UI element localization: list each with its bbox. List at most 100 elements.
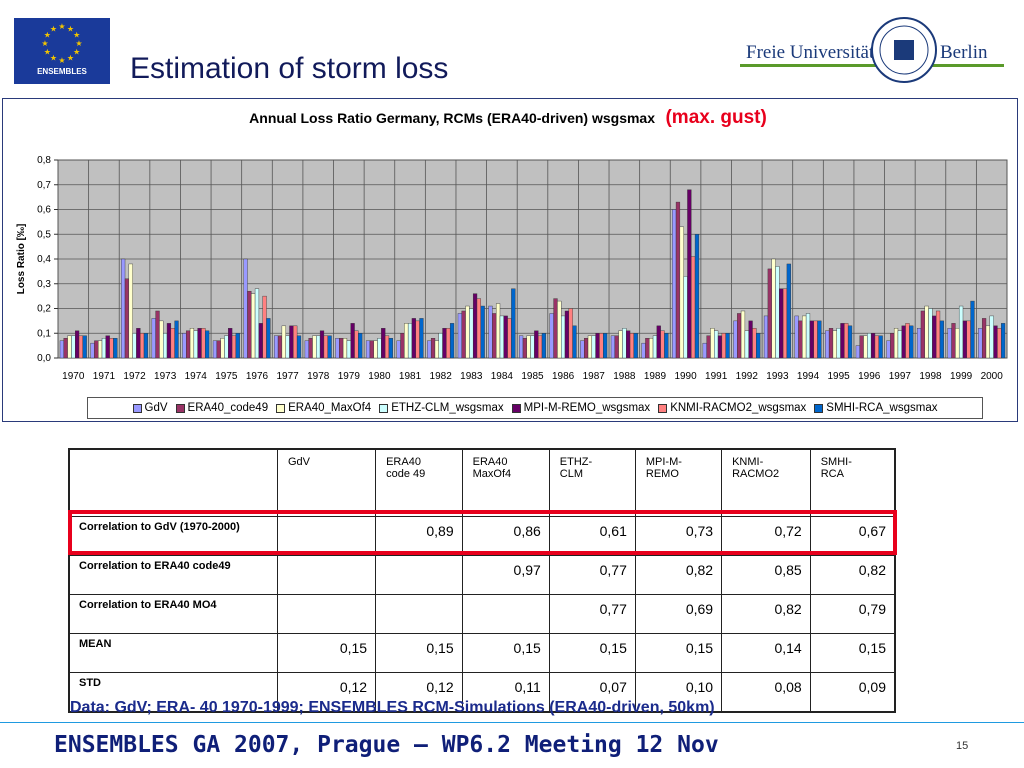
bar — [136, 328, 141, 359]
bar — [205, 330, 210, 359]
bar — [756, 333, 761, 359]
bar — [258, 323, 263, 359]
bar — [614, 335, 619, 359]
chart-title: Annual Loss Ratio Germany, RCMs (ERA40-d… — [249, 110, 656, 126]
table-cell: 0,82 — [721, 594, 811, 634]
x-tick-label: 1992 — [736, 371, 759, 382]
bar — [495, 303, 501, 359]
x-tick-label: 1999 — [950, 371, 973, 382]
bar — [809, 320, 814, 359]
table-cell: 0,12 — [375, 672, 463, 713]
x-tick-label: 1990 — [674, 371, 697, 382]
x-tick-label: 1989 — [644, 371, 667, 382]
bar — [978, 328, 983, 359]
bar — [779, 288, 784, 359]
bar — [492, 313, 497, 359]
bar — [958, 305, 964, 359]
bar — [775, 266, 780, 359]
bar — [530, 335, 535, 359]
bar — [660, 330, 665, 359]
x-tick-label: 1977 — [276, 371, 299, 382]
bar — [652, 335, 658, 359]
bar — [763, 315, 769, 359]
bar — [706, 335, 711, 359]
bar — [151, 318, 156, 359]
x-tick-label: 1970 — [62, 371, 85, 382]
table-cell: 0,89 — [375, 516, 463, 556]
bar — [870, 333, 876, 359]
bar — [553, 298, 558, 359]
bar — [407, 323, 413, 359]
bar — [427, 340, 432, 359]
legend-item: ETHZ-CLM_wsgsmax — [379, 402, 504, 414]
chart-title-highlight: (max. gust) — [665, 107, 767, 128]
table-row: STD 0,12 0,12 0,11 0,07 0,10 0,08 0,09 — [68, 672, 896, 713]
bar — [805, 313, 811, 359]
table-header-cell — [68, 448, 278, 517]
bar — [572, 325, 577, 359]
bar — [339, 338, 344, 359]
bar — [584, 338, 589, 359]
slide-title: Estimation of storm loss — [130, 52, 449, 85]
y-tick-label: 0,5 — [37, 229, 51, 240]
table-cell: 0,72 — [721, 516, 811, 556]
bar — [748, 320, 753, 359]
bar — [767, 268, 772, 359]
bar — [201, 328, 206, 359]
bar — [251, 293, 256, 359]
bar — [189, 328, 195, 359]
star-icon: ★ — [50, 24, 57, 33]
bar — [813, 320, 818, 359]
bar — [752, 328, 757, 359]
legend-swatch — [175, 403, 185, 413]
bar — [629, 333, 635, 359]
bar — [170, 328, 175, 359]
table-header-cell: KNMI- RACMO2 — [721, 448, 811, 517]
star-icon: ★ — [58, 56, 65, 65]
bar — [212, 340, 218, 359]
bar — [82, 335, 87, 359]
bar — [472, 293, 478, 359]
table-cell: 0,77 — [548, 555, 636, 595]
table-cell: 0,07 — [548, 672, 636, 713]
bar — [955, 328, 960, 359]
x-tick-label: 1985 — [521, 371, 544, 382]
fu-berlin-logo: Freie Universität Berlin — [740, 17, 1004, 83]
bar — [855, 345, 860, 359]
table-cell: 0,85 — [721, 555, 811, 595]
table-header-cell: SMHI- RCA — [809, 448, 896, 517]
table-cell: 0,15 — [634, 633, 723, 673]
x-tick-label: 1983 — [460, 371, 483, 382]
y-tick-label: 0,6 — [37, 205, 51, 216]
bar — [844, 323, 849, 359]
bar — [985, 325, 990, 359]
x-tick-label: 1995 — [828, 371, 851, 382]
bar — [419, 318, 424, 359]
legend-item: ERA40_code49 — [175, 402, 268, 414]
bar — [388, 338, 393, 359]
x-tick-label: 1993 — [766, 371, 789, 382]
bar — [94, 340, 99, 359]
bar — [702, 342, 707, 359]
bar — [155, 310, 160, 359]
bar — [159, 320, 164, 359]
bar — [193, 330, 198, 359]
bar — [568, 308, 573, 359]
bar — [354, 330, 359, 359]
bar — [316, 335, 321, 359]
legend-item: KNMI-RACMO2_wsgsmax — [658, 402, 806, 414]
table-row-label: Correlation to ERA40 MO4 — [68, 594, 278, 634]
bar — [840, 323, 845, 359]
bar — [186, 330, 191, 359]
table-cell — [276, 594, 377, 634]
bar — [90, 342, 95, 359]
star-icon: ★ — [67, 24, 74, 33]
bar — [285, 335, 290, 359]
ensembles-eu-logo: ★ ★★★★★★★★★★★ ENSEMBLES — [14, 18, 110, 84]
table-cell: 0,15 — [375, 633, 463, 673]
bar — [296, 335, 302, 359]
bar — [71, 335, 76, 359]
x-tick-label: 1997 — [889, 371, 912, 382]
bar — [121, 258, 126, 359]
table-header-row: GdV ERA40 code 49 ERA40 MaxOf4 ETHZ- CLM MPI-M-… — [68, 448, 896, 517]
